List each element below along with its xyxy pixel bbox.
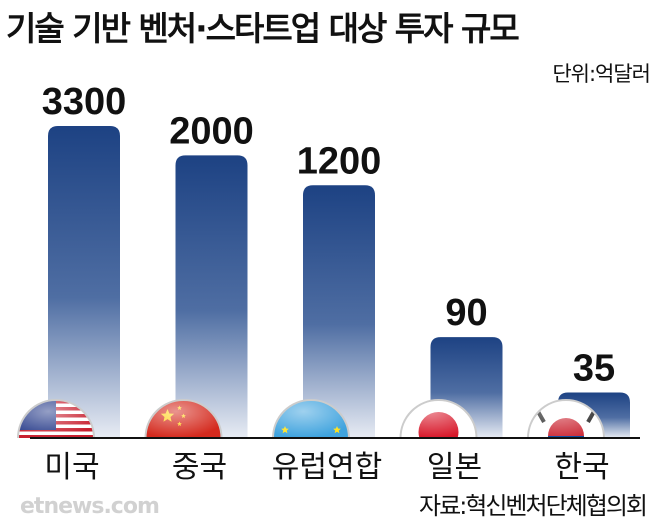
bar — [175, 155, 248, 438]
value-label: 2000 — [169, 110, 254, 152]
watermark: etnews.com — [20, 494, 160, 519]
chart-title: 기술 기반 벤처·스타트업 대상 투자 규모 — [6, 9, 520, 48]
value-label: 1200 — [297, 140, 382, 182]
category-label: 일본 — [427, 450, 482, 485]
bar — [48, 126, 120, 439]
value-label: 90 — [445, 292, 487, 334]
source-label: 자료:혁신벤처단체협의회 — [419, 492, 648, 520]
korea-flag-icon — [527, 399, 605, 439]
value-label: 35 — [573, 348, 615, 390]
category-label: 미국 — [44, 450, 99, 485]
category-label: 유럽연합 — [272, 450, 382, 485]
category-label: 중국 — [172, 450, 227, 485]
category-label: 한국 — [554, 450, 609, 485]
value-label: 3300 — [42, 81, 127, 123]
bar — [303, 185, 375, 438]
unit-label: 단위:억달러 — [552, 62, 651, 86]
